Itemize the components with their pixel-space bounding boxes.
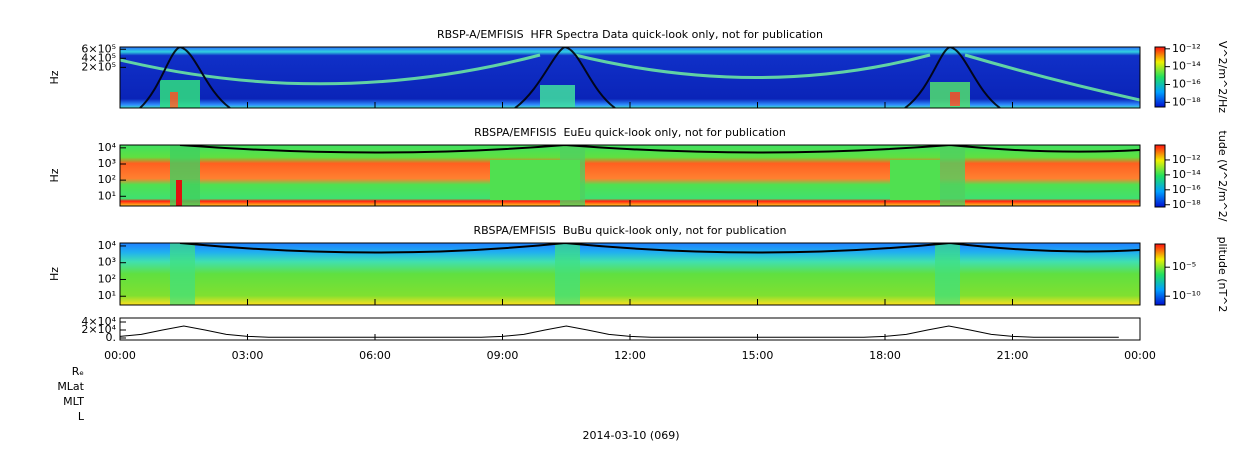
data-line	[119, 325, 1119, 338]
y-axis-label: Hz	[48, 168, 61, 182]
colorbar-tick-label: 10⁻⁵	[1172, 260, 1196, 273]
x-tick-label: 12:00	[614, 349, 646, 362]
y-tick-label: 10³	[98, 256, 116, 269]
ephemeris-label: Rₑ	[72, 365, 84, 378]
x-tick-label: 06:00	[359, 349, 391, 362]
colorbar-label: V^2/m^2/Hz	[1216, 41, 1229, 113]
x-tick-label: 18:00	[869, 349, 901, 362]
y-tick-label: 10³	[98, 157, 116, 170]
x-tick-label: 15:00	[742, 349, 774, 362]
ephemeris-label: MLT	[63, 395, 84, 408]
y-tick-label: 4×10⁵	[81, 51, 116, 64]
colorbar-tick-label: 10⁻¹⁰	[1172, 289, 1201, 302]
y-tick-label: 10⁴	[98, 141, 117, 154]
ephemeris-label: MLat	[57, 380, 84, 393]
y-axis-label: Hz	[48, 70, 61, 84]
y-axis-label: Hz	[48, 267, 61, 281]
colorbar-tick-label: 10⁻¹⁶	[1172, 77, 1201, 90]
colorbar-tick-label: 10⁻¹⁸	[1172, 95, 1201, 108]
colorbar-tick-label: 10⁻¹⁴	[1172, 60, 1201, 73]
colorbar-tick-label: 10⁻¹⁶	[1172, 183, 1201, 196]
y-tick-label: 0.	[106, 331, 117, 344]
date-label: 2014-03-10 (069)	[582, 429, 679, 442]
y-tick-label: 6×10⁵	[81, 42, 116, 55]
spectrogram-image	[120, 47, 1165, 305]
y-tick-label: 10¹	[98, 289, 116, 302]
panel-title: RBSPA/EMFISIS BuBu quick-look only, not …	[474, 224, 787, 237]
y-tick-label: 10⁴	[98, 239, 117, 252]
x-tick-label: 00:00	[1124, 349, 1156, 362]
panel-title: RBSPA/EMFISIS EuEu quick-look only, not …	[474, 126, 786, 139]
x-tick-label: 00:00	[104, 349, 136, 362]
x-tick-label: 09:00	[487, 349, 519, 362]
y-tick-label: 10²	[98, 272, 116, 285]
y-tick-label: 10¹	[98, 189, 116, 202]
colorbar-tick-label: 10⁻¹²	[1172, 42, 1201, 55]
ephemeris-label: L	[78, 410, 85, 423]
colorbar-label: plitude (nT^2	[1216, 237, 1229, 313]
x-tick-label: 03:00	[232, 349, 264, 362]
colorbar-tick-label: 10⁻¹²	[1172, 153, 1201, 166]
y-tick-label: 4×10⁴	[81, 315, 116, 328]
colorbar-tick-label: 10⁻¹⁴	[1172, 168, 1201, 181]
x-tick-label: 21:00	[997, 349, 1029, 362]
y-tick-label: 2×10⁵	[81, 60, 116, 73]
y-tick-label: 2×10⁴	[81, 323, 116, 336]
panel-title: RBSP-A/EMFISIS HFR Spectra Data quick-lo…	[437, 28, 823, 41]
colorbar-label: tude (V^2/m^2/	[1216, 131, 1229, 222]
colorbar-tick-label: 10⁻¹⁸	[1172, 198, 1201, 211]
y-tick-label: 10²	[98, 173, 116, 186]
